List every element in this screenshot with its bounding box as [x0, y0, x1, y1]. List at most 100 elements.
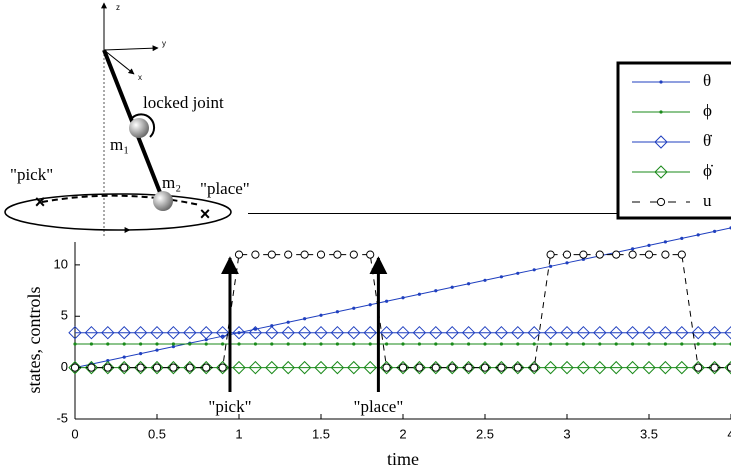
y-label: y [162, 39, 166, 48]
point [253, 342, 257, 346]
diamond-marker [215, 325, 230, 340]
point [139, 342, 143, 346]
x-tick-label: 0.5 [148, 426, 166, 441]
diamond-marker [642, 325, 656, 340]
point [659, 110, 663, 114]
point [434, 342, 438, 346]
x-axis [103, 49, 135, 75]
diamond-marker [707, 360, 722, 375]
point [319, 342, 323, 346]
point [581, 342, 586, 346]
x-tick-label: 3 [563, 426, 570, 441]
diamond-marker [675, 325, 689, 340]
diamond-marker [150, 360, 164, 375]
legend-label: u [703, 191, 712, 210]
point [368, 342, 372, 346]
point [680, 342, 684, 346]
diamond-marker [593, 325, 607, 340]
point [303, 317, 307, 321]
diamond-marker [297, 360, 312, 375]
point [204, 342, 208, 346]
circle-marker [656, 197, 666, 207]
x-tick-label: 1 [235, 426, 242, 441]
diamond-marker [576, 325, 591, 340]
point [483, 342, 487, 346]
diamond-marker [347, 360, 361, 375]
point [139, 352, 143, 356]
point [696, 233, 700, 237]
point [417, 292, 421, 296]
diamond-marker [609, 360, 623, 375]
point [450, 285, 454, 289]
legend-label: ϕ̇ [703, 161, 713, 180]
point [221, 342, 225, 346]
mass-1 [129, 118, 149, 138]
diamond-marker [133, 325, 148, 340]
point [549, 264, 553, 268]
diamond-marker [654, 135, 668, 149]
circle-marker [251, 250, 260, 259]
circle-marker [136, 363, 145, 372]
place-cross: × [200, 204, 211, 224]
diamond-marker [281, 360, 295, 375]
diamond-marker [412, 360, 427, 375]
circle-marker [382, 363, 391, 372]
point [499, 342, 503, 346]
circle-marker [218, 363, 227, 372]
circle-marker [710, 363, 719, 372]
point [467, 282, 471, 286]
circle-marker [333, 250, 342, 259]
diamond-marker [560, 360, 574, 375]
series [70, 250, 731, 372]
dashed-arc [41, 194, 201, 206]
point [696, 342, 700, 346]
diamond-marker [166, 325, 181, 340]
point [106, 342, 110, 346]
diamond-marker [199, 360, 213, 375]
diamond-marker [445, 325, 459, 340]
legend: θϕ θ̇ ϕ̇ u [616, 61, 731, 220]
joint-arc [131, 113, 156, 138]
circle-marker [415, 363, 424, 372]
diamond-marker [511, 325, 525, 340]
diamond-marker [461, 360, 476, 375]
x-tick-label: 4 [727, 426, 731, 441]
diamond-marker [215, 360, 230, 375]
series [73, 342, 731, 346]
diamond-marker [654, 165, 668, 179]
point [270, 342, 274, 346]
diamond-marker [265, 360, 279, 375]
circle-marker [185, 363, 194, 372]
point [106, 359, 110, 363]
y-tick-label: 10 [54, 256, 68, 271]
point [319, 313, 323, 317]
point [204, 338, 208, 342]
circle-marker [120, 363, 129, 372]
x-tick-label: 1.5 [312, 426, 330, 441]
legend-label: θ [703, 71, 711, 90]
y-tick-label: 5 [61, 308, 68, 323]
point [450, 342, 454, 346]
circle-marker [497, 363, 506, 372]
inset-place-label: "place" [200, 179, 250, 198]
diamond-marker [511, 360, 525, 375]
diamond-marker [625, 360, 640, 375]
diamond-marker [658, 325, 673, 340]
circle-marker [87, 363, 96, 372]
pick-cross: × [35, 192, 46, 212]
point [385, 299, 389, 303]
circle-marker [726, 363, 731, 372]
series [73, 226, 731, 370]
point [352, 342, 356, 346]
point [549, 342, 553, 346]
diamond-marker [314, 360, 328, 375]
circle-marker [464, 363, 473, 372]
circle-marker [677, 250, 686, 259]
y-axis [103, 45, 159, 52]
diamond-marker [429, 360, 443, 375]
circle-marker [694, 363, 703, 372]
point [614, 342, 618, 346]
point [565, 342, 569, 346]
point [237, 342, 241, 346]
x-label: x [138, 73, 142, 82]
